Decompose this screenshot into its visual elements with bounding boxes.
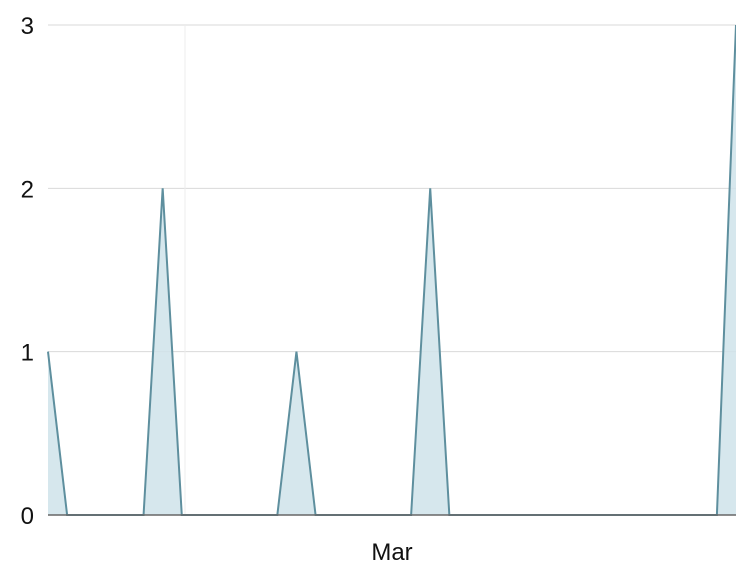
y-tick-label: 2 (21, 176, 34, 203)
y-tick-label: 3 (21, 13, 34, 40)
x-tick-label: Mar (371, 539, 412, 562)
y-tick-label: 0 (21, 503, 34, 530)
y-tick-label: 1 (21, 340, 34, 367)
series-layer (47, 24, 736, 516)
series-area (48, 25, 736, 515)
tick-labels: 0 1 2 3 Mar (21, 13, 413, 562)
